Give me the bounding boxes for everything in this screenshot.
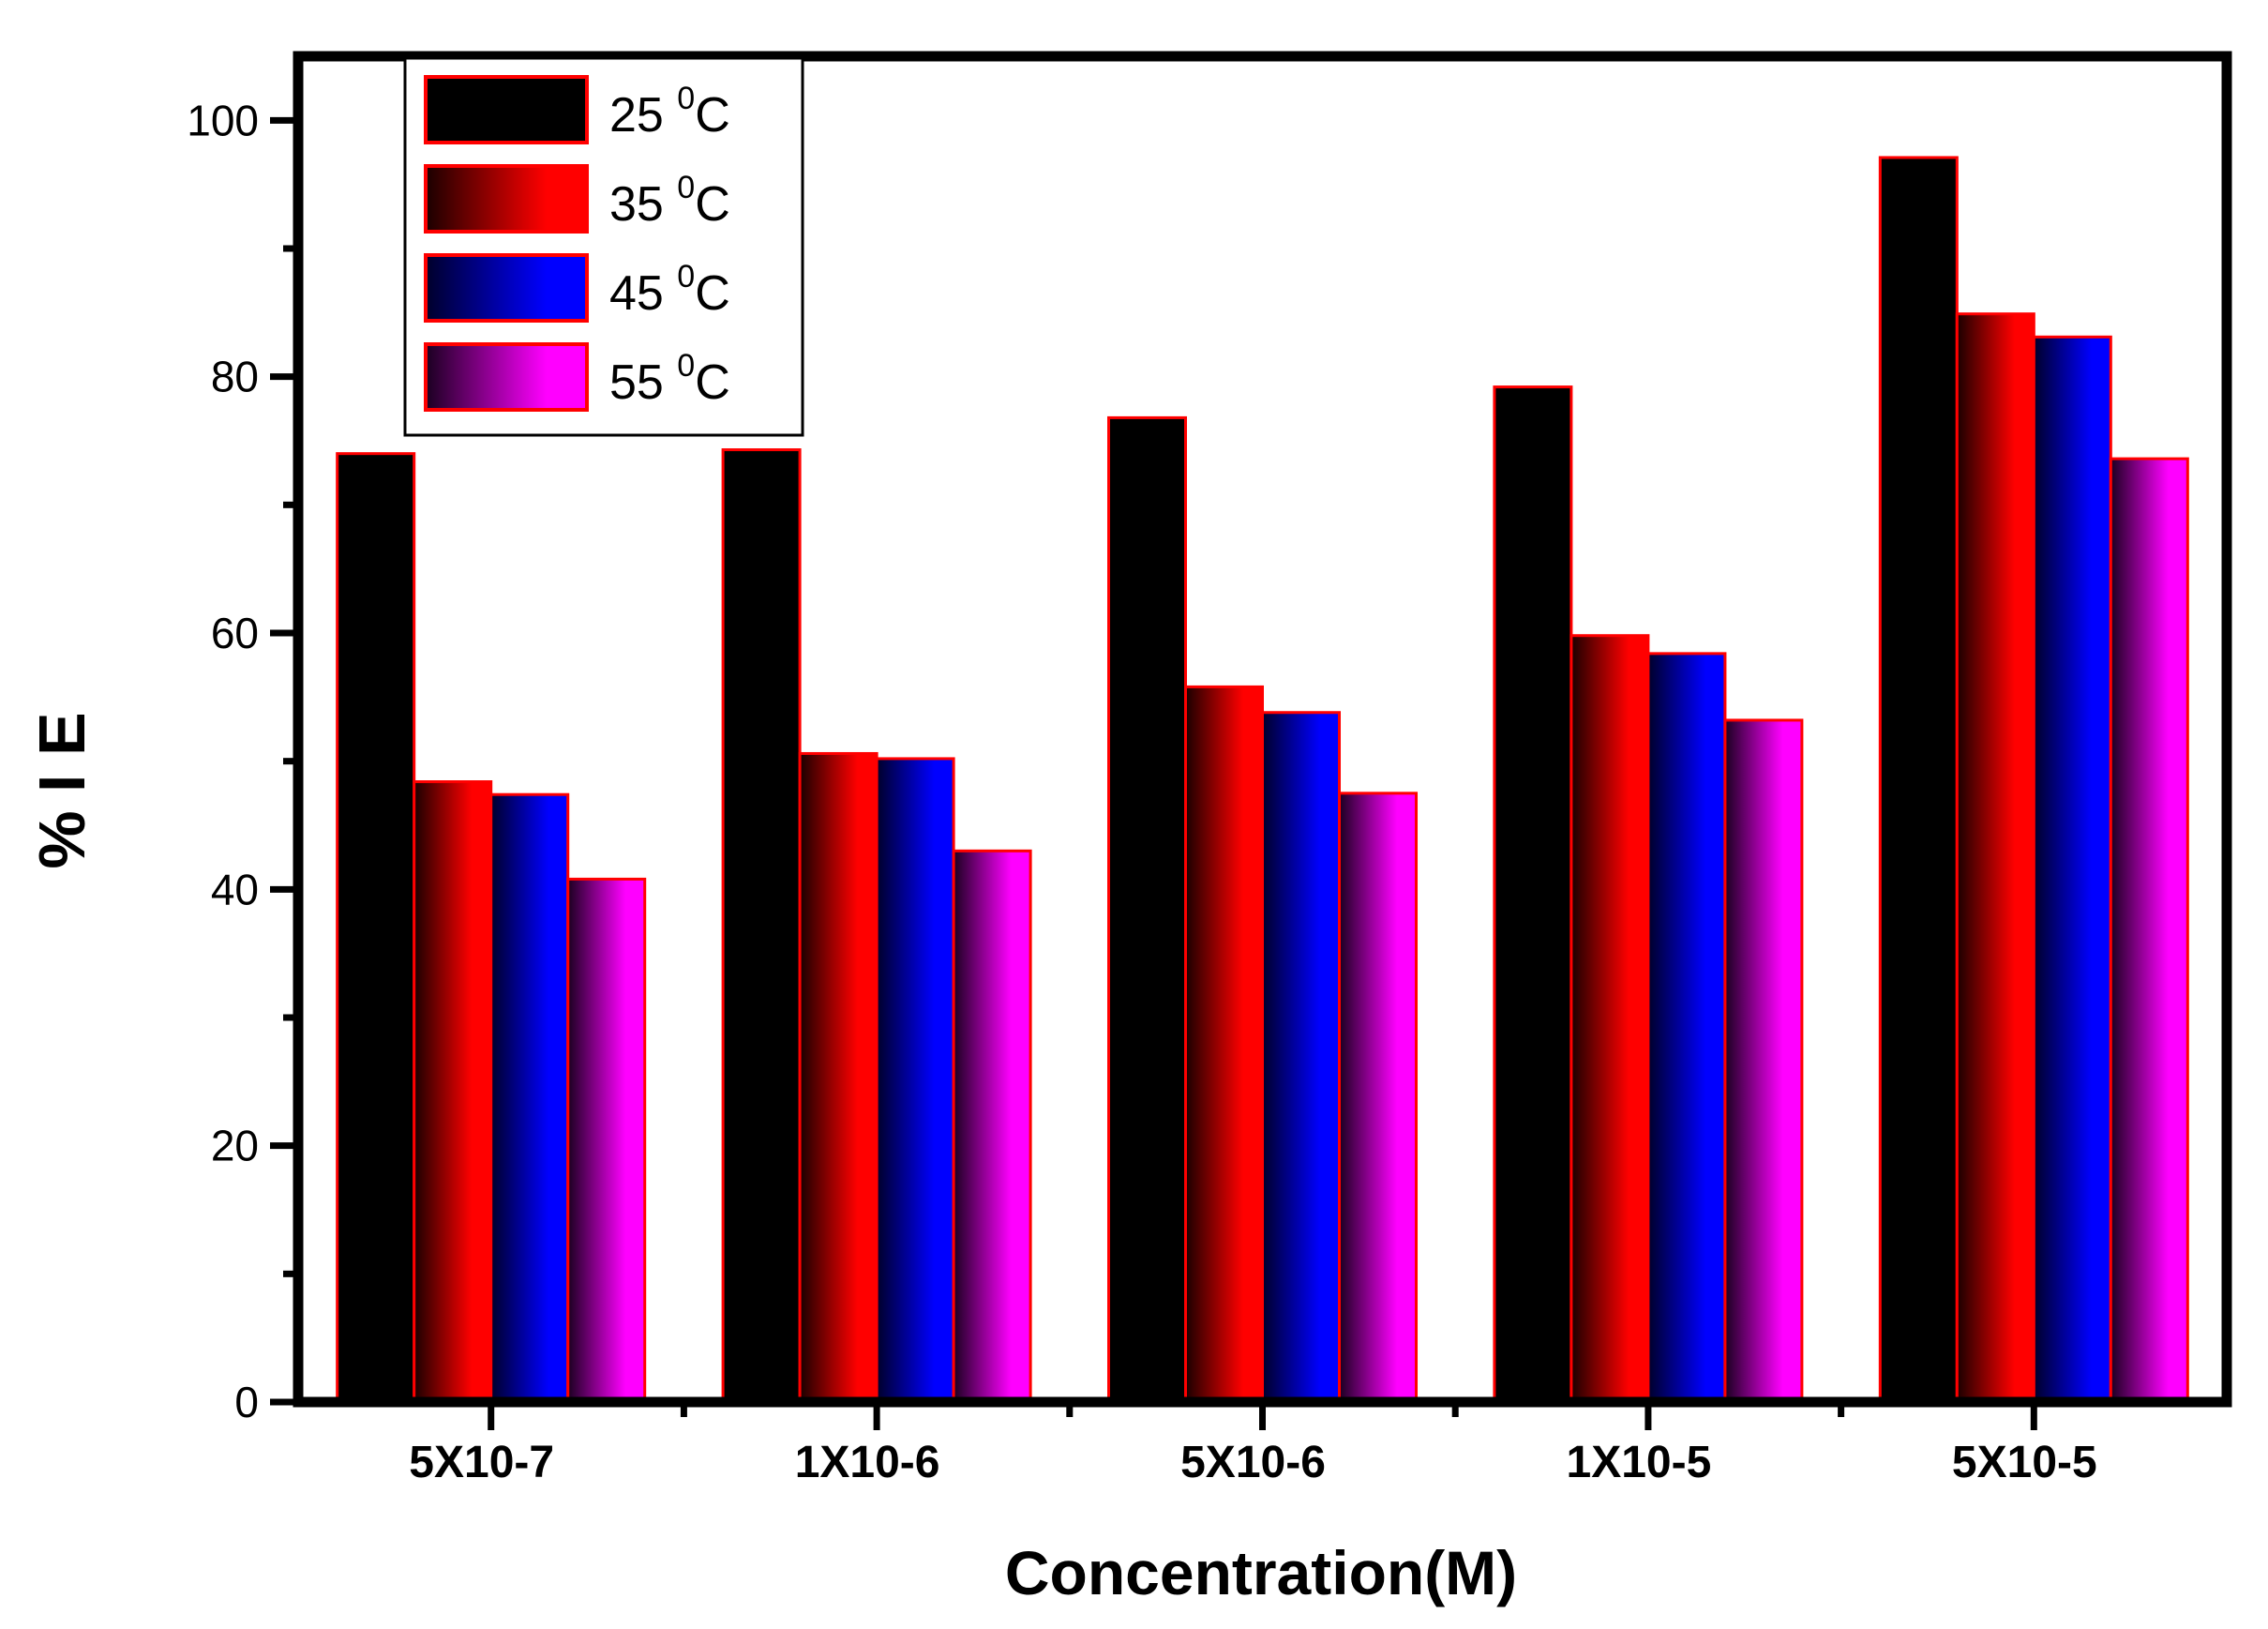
bar-45-5X10-7	[489, 792, 570, 1404]
legend-swatch-35	[424, 164, 589, 234]
bar-55-5X10-6	[1338, 792, 1418, 1404]
legend: 25 0C 35 0C 45 0C 55 0C	[403, 56, 804, 437]
x-tick-label: 5X10-5	[1952, 1438, 2097, 1487]
legend-label-55: 55 0C	[609, 348, 730, 410]
legend-label-45: 45 0C	[609, 259, 730, 321]
bar-55-1X10-6	[952, 849, 1032, 1404]
y-tick-label: 80	[211, 353, 259, 401]
x-axis-title: Concentration(M)	[1005, 1538, 1517, 1607]
bar-35-1X10-6	[798, 751, 879, 1404]
bar-25-5X10-6	[1107, 415, 1187, 1404]
legend-swatch-55	[424, 342, 589, 412]
bar-45-1X10-5	[1646, 652, 1727, 1404]
x-tick-label: 5X10-6	[1180, 1438, 1326, 1487]
bar-35-5X10-5	[1955, 312, 2035, 1404]
bar-25-5X10-5	[1878, 156, 1959, 1404]
y-tick-label: 60	[211, 609, 259, 657]
y-axis-title: % I E	[25, 712, 98, 868]
bar-25-1X10-6	[721, 448, 802, 1404]
bar-55-5X10-7	[566, 877, 647, 1404]
x-tick-label: 1X10-5	[1567, 1438, 1712, 1487]
y-tick-label: 100	[187, 96, 259, 144]
bar-45-5X10-5	[2032, 335, 2112, 1404]
bar-35-5X10-6	[1184, 685, 1264, 1404]
y-tick-label: 40	[211, 865, 259, 913]
bar-25-5X10-7	[336, 452, 416, 1404]
bars-layer	[336, 156, 2189, 1404]
bar-35-1X10-5	[1570, 634, 1650, 1404]
bar-25-1X10-5	[1493, 385, 1573, 1404]
legend-swatch-25	[424, 75, 589, 144]
legend-label-35: 35 0C	[609, 170, 730, 232]
y-tick-label: 0	[234, 1378, 259, 1426]
x-tick-label: 1X10-6	[795, 1438, 940, 1487]
bar-55-5X10-5	[2109, 457, 2189, 1404]
x-tick-label: 5X10-7	[409, 1438, 554, 1487]
bar-45-1X10-6	[875, 757, 955, 1404]
bar-35-5X10-7	[413, 780, 493, 1404]
legend-swatch-45	[424, 253, 589, 323]
legend-label-25: 25 0C	[609, 81, 730, 143]
y-tick-label: 20	[211, 1122, 259, 1170]
bar-55-1X10-5	[1723, 718, 1804, 1404]
axes-layer: 0 20 40 60 80 100 5X10-7 1X10-6 5X10-6 1X10-5 5X10…	[187, 51, 2232, 1487]
bar-45-5X10-6	[1261, 711, 1341, 1404]
